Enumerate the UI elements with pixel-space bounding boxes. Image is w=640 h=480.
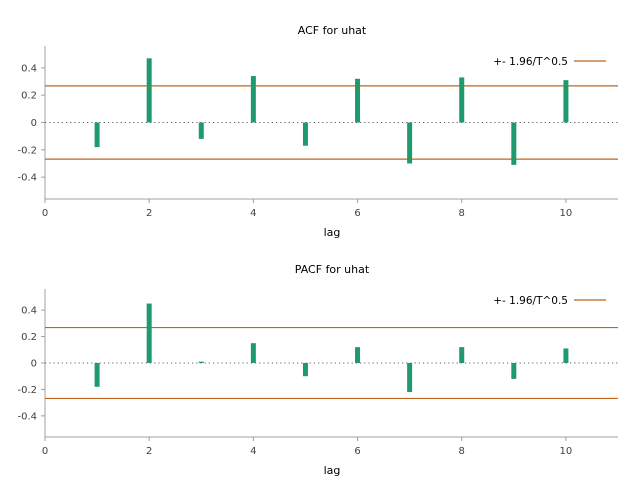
- pacf-bar-lag-4: [250, 343, 256, 363]
- acf-y-tick-label: 0.2: [21, 91, 37, 102]
- acf-bar-lag-8: [459, 77, 465, 123]
- pacf-bar-lag-5: [302, 363, 308, 377]
- pacf-x-tick-label: 4: [250, 446, 256, 457]
- pacf-bar-lag-3: [198, 361, 204, 363]
- pacf-bar-lag-7: [407, 363, 413, 393]
- acf-bar-lag-6: [355, 78, 361, 123]
- acf-bar-lag-1: [94, 122, 100, 148]
- acf-bar-lag-4: [250, 76, 256, 123]
- pacf-x-tick-label: 8: [459, 446, 465, 457]
- acf-y-tick-label: -0.4: [17, 173, 37, 184]
- acf-bar-lag-10: [563, 80, 569, 123]
- acf-y-tick-label: -0.2: [17, 145, 37, 156]
- acf-y-tick-label: 0: [31, 118, 37, 129]
- pacf-bar-lag-6: [355, 347, 361, 363]
- pacf-x-tick-label: 6: [354, 446, 360, 457]
- acf-bar-lag-3: [198, 122, 204, 139]
- pacf-y-tick-label: -0.4: [17, 411, 37, 422]
- pacf-y-tick-label: 0.2: [21, 332, 37, 343]
- pacf-y-tick-label: 0.4: [21, 306, 37, 317]
- pacf-bar-lag-8: [459, 347, 465, 363]
- pacf-bar-lag-2: [146, 303, 152, 363]
- pacf-panel: PACF for uhat lag +- 1.96/T^0.5 0.4 0.2 0 -…: [17, 263, 618, 477]
- pacf-x-tick-label: 0: [42, 446, 48, 457]
- pacf-title: PACF for uhat: [295, 263, 370, 276]
- acf-x-tick-label: 6: [354, 208, 360, 219]
- acf-x-tick-label: 0: [42, 208, 48, 219]
- acf-x-tick-label: 10: [560, 208, 573, 219]
- acf-bar-lag-2: [146, 58, 152, 123]
- acf-legend-label: +- 1.96/T^0.5: [493, 56, 568, 68]
- acf-x-tick-label: 4: [250, 208, 256, 219]
- acf-y-tick-label: 0.4: [21, 63, 37, 74]
- acf-xlabel: lag: [324, 226, 341, 239]
- acf-x-tick-label: 2: [146, 208, 152, 219]
- pacf-y-tick-label: -0.2: [17, 385, 37, 396]
- acf-panel: ACF for uhat lag +- 1.96/T^0.5 0.4 0.2 0 -0…: [17, 24, 618, 239]
- pacf-x-tick-label: 2: [146, 446, 152, 457]
- acf-bar-lag-5: [302, 122, 308, 146]
- pacf-bar-lag-10: [563, 348, 569, 363]
- acf-bar-lag-7: [407, 122, 413, 164]
- acf-x-tick-label: 8: [459, 208, 465, 219]
- acf-title: ACF for uhat: [298, 24, 367, 37]
- pacf-y-tick-label: 0: [31, 359, 37, 370]
- pacf-x-tick-label: 10: [560, 446, 573, 457]
- pacf-bar-lag-1: [94, 363, 100, 387]
- pacf-legend-label: +- 1.96/T^0.5: [493, 295, 568, 307]
- pacf-bar-lag-9: [511, 363, 517, 379]
- acf-bar-lag-9: [511, 122, 517, 165]
- pacf-xlabel: lag: [324, 464, 341, 477]
